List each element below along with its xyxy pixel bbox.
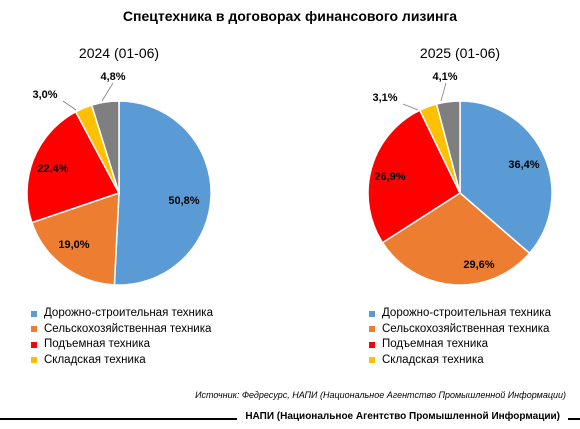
data-label-0-3: 3,0%: [32, 89, 57, 101]
legend-item-1-3: Складская техника: [369, 353, 551, 369]
legend-2025: Дорожно-строительная техника Сельскохозяй…: [369, 306, 551, 368]
legend-item-0-1: Сельскохозяйственная техника: [31, 322, 213, 338]
legend-label: Подъемная техника: [44, 338, 151, 350]
legend-swatch: [369, 310, 375, 317]
leader-line-0-4: [101, 82, 114, 102]
legend-item-1-2: Подъемная техника: [369, 337, 551, 353]
pie-slice-1-1: [381, 192, 531, 286]
leader-line-0-3: [62, 100, 77, 111]
leader-line-1-4: [440, 82, 447, 102]
legend-2024: Дорожно-строительная техника Сельскохозяй…: [31, 306, 213, 368]
legend-label: Складская техника: [382, 353, 484, 366]
legend-swatch: [369, 357, 375, 364]
leader-line-1-3: [402, 103, 419, 111]
pie-slice-0-4: [90, 100, 120, 194]
data-label-1-0: 36,4%: [508, 159, 539, 171]
legend-swatch: [31, 326, 37, 333]
legend-label: Сельскохозяйственная техника: [44, 322, 212, 335]
pie-slice-1-0: [459, 100, 553, 255]
legend-swatch: [31, 310, 37, 317]
legend-item-1-1: Сельскохозяйственная техника: [369, 322, 551, 338]
footer: НАПИ (Национальное Агентство Промышленно…: [0, 408, 580, 428]
legend-item-1-0: Дорожно-строительная техника: [369, 306, 551, 322]
legend-item-0-2: Подъемная техника: [31, 337, 213, 353]
chart-title: Спецтехника в договорах финансового лизи…: [122, 8, 458, 24]
data-label-0-4: 4,8%: [100, 71, 125, 83]
legend-swatch: [31, 341, 37, 348]
pie-slice-0-2: [26, 110, 121, 224]
data-label-0-0: 50,8%: [168, 195, 199, 207]
legend-label: Дорожно-строительная техника: [382, 307, 551, 319]
pie-slice-1-2: [367, 109, 461, 244]
data-label-0-2: 22,4%: [37, 163, 68, 175]
legend-label: Подъемная техника: [382, 338, 489, 350]
footer-text: НАПИ (Национальное Агентство Промышленно…: [237, 411, 568, 422]
legend-label: Дорожно-строительная техника: [44, 307, 213, 319]
data-label-1-4: 4,1%: [432, 71, 457, 83]
pie-slice-1-4: [435, 100, 461, 194]
legend-swatch: [369, 326, 375, 333]
pie-slice-0-1: [30, 191, 120, 286]
legend-item-0-3: Складская техника: [31, 353, 213, 369]
data-label-1-2: 26,9%: [374, 171, 405, 183]
legend-label: Складская техника: [44, 353, 146, 366]
source-note: Источник: Федресурс, НАПИ (Национальное …: [195, 390, 566, 400]
data-label-1-3: 3,1%: [372, 92, 397, 104]
legend-label: Сельскохозяйственная техника: [382, 322, 550, 335]
data-label-0-1: 19,0%: [58, 239, 89, 251]
pie-slice-0-0: [113, 100, 212, 286]
legend-item-0-0: Дорожно-строительная техника: [31, 306, 213, 322]
pie-title-0: 2024 (01-06): [79, 45, 159, 61]
legend-swatch: [369, 341, 375, 348]
data-label-1-1: 29,6%: [463, 259, 494, 271]
legend-swatch: [31, 357, 37, 364]
pie-charts: 2024 (01-06) 50,8% 19,0% 22,4% 3,0% 4,8% 2025 …: [26, 45, 553, 286]
pie-title-1: 2025 (01-06): [420, 45, 500, 61]
